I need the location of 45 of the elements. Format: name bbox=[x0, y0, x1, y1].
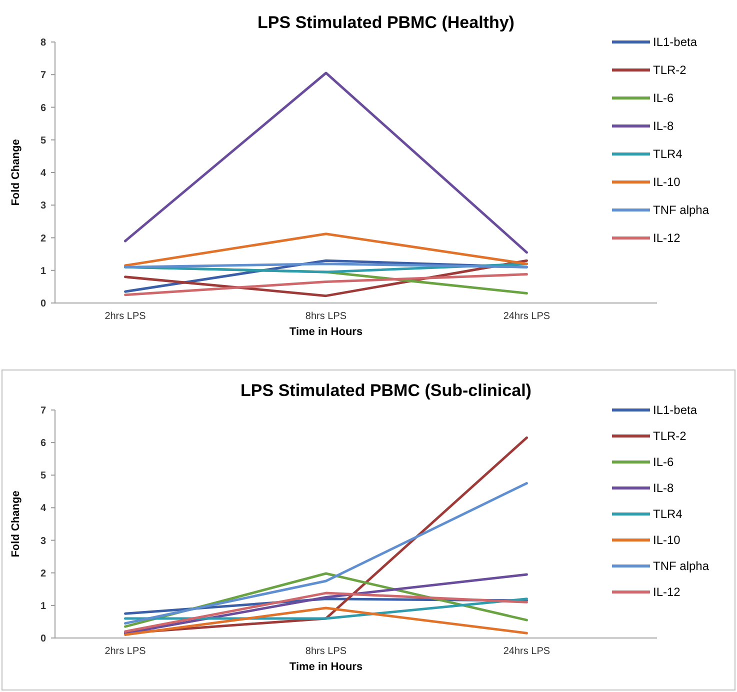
y-tick-label: 7 bbox=[40, 406, 46, 416]
y-tick-label: 5 bbox=[40, 470, 46, 482]
legend-label: IL-8 bbox=[653, 481, 674, 496]
chart-title: LPS Stimulated PBMC (Sub-clinical) bbox=[240, 381, 532, 400]
y-tick-label: 2 bbox=[40, 233, 46, 244]
y-tick-label: 5 bbox=[40, 135, 46, 146]
legend-label: TLR4 bbox=[653, 147, 683, 162]
y-axis-title: Fold Change bbox=[10, 490, 22, 558]
x-tick-label: 8hrs LPS bbox=[305, 646, 347, 657]
legend-label: IL-12 bbox=[653, 585, 681, 600]
legend-label: IL-8 bbox=[653, 119, 674, 134]
legend-label: TNF alpha bbox=[653, 203, 710, 218]
x-tick-label: 24hrs LPS bbox=[503, 311, 550, 322]
y-tick-label: 8 bbox=[40, 38, 46, 48]
x-tick-label: 8hrs LPS bbox=[305, 311, 347, 322]
legend-label: IL1-beta bbox=[653, 35, 698, 50]
y-tick-label: 2 bbox=[40, 568, 46, 580]
legend-label: IL-6 bbox=[653, 455, 674, 470]
legend-label: IL-12 bbox=[653, 231, 681, 246]
x-axis-title: Time in Hours bbox=[289, 326, 363, 338]
y-tick-label: 4 bbox=[40, 168, 46, 179]
x-tick-label: 24hrs LPS bbox=[503, 646, 550, 657]
chart-title: LPS Stimulated PBMC (Healthy) bbox=[258, 13, 514, 32]
x-tick-label: 2hrs LPS bbox=[104, 311, 146, 322]
legend-label: TLR4 bbox=[653, 507, 683, 522]
y-tick-label: 4 bbox=[40, 503, 46, 514]
x-axis-title: Time in Hours bbox=[289, 661, 363, 673]
y-tick-label: 6 bbox=[40, 438, 46, 450]
legend-label: TLR-2 bbox=[653, 429, 687, 444]
y-tick-label: 6 bbox=[40, 102, 46, 114]
y-tick-label: 0 bbox=[40, 298, 46, 310]
y-tick-label: 0 bbox=[40, 634, 46, 644]
y-axis-title: Fold Change bbox=[10, 139, 22, 206]
legend-label: IL-6 bbox=[653, 91, 674, 106]
y-tick-label: 7 bbox=[40, 70, 46, 82]
legend-label: IL-10 bbox=[653, 533, 681, 548]
y-tick-label: 3 bbox=[40, 200, 46, 212]
x-tick-label: 2hrs LPS bbox=[104, 646, 146, 657]
legend-label: IL-10 bbox=[653, 175, 681, 190]
legend-label: TLR-2 bbox=[653, 63, 687, 78]
y-tick-label: 1 bbox=[40, 266, 46, 277]
legend-label: IL1-beta bbox=[653, 403, 698, 418]
y-tick-label: 3 bbox=[40, 536, 46, 547]
y-tick-label: 1 bbox=[40, 600, 46, 612]
legend-label: TNF alpha bbox=[653, 559, 710, 574]
